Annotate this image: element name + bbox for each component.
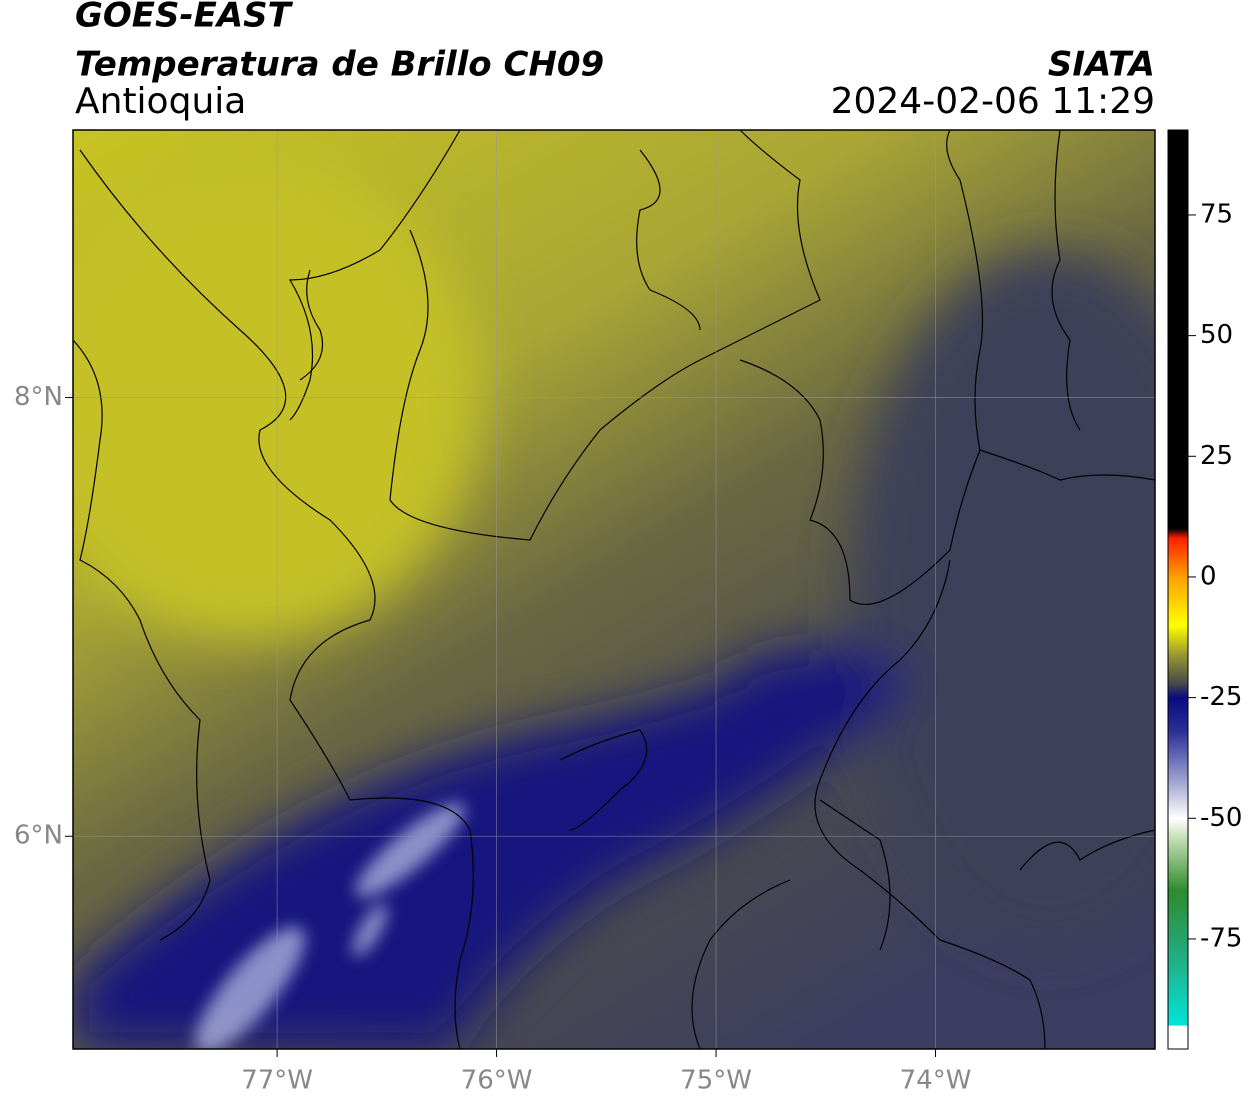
- colorbar-tick-label: 25: [1200, 441, 1233, 471]
- x-tick-label: 76°W: [461, 1066, 533, 1096]
- colorbar-tick-label: -50: [1200, 803, 1242, 833]
- map-frame: [72, 129, 1156, 1050]
- x-tick-label: 74°W: [900, 1066, 972, 1096]
- title: GOES-EAST: [75, 0, 294, 36]
- source: SIATA: [1048, 45, 1155, 85]
- subtitle: Temperatura de Brillo CH09: [75, 45, 604, 85]
- y-tick-label: 6°N: [14, 821, 63, 851]
- colorbar-tick-label: -75: [1200, 923, 1242, 953]
- map: [73, 130, 1155, 1049]
- timestamp: 2024-02-06 11:29: [831, 81, 1155, 122]
- region: Antioquia: [75, 81, 246, 122]
- colorbar-tick-label: 0: [1200, 561, 1217, 591]
- y-tick-label: 8°N: [14, 382, 63, 412]
- x-tick-label: 77°W: [241, 1066, 313, 1096]
- colorbar-tick-label: 50: [1200, 320, 1233, 350]
- colorbar: [1167, 129, 1189, 1050]
- colorbar-tick-label: 75: [1200, 199, 1233, 229]
- x-tick-label: 75°W: [680, 1066, 752, 1096]
- colorbar-tick-label: -25: [1200, 682, 1242, 712]
